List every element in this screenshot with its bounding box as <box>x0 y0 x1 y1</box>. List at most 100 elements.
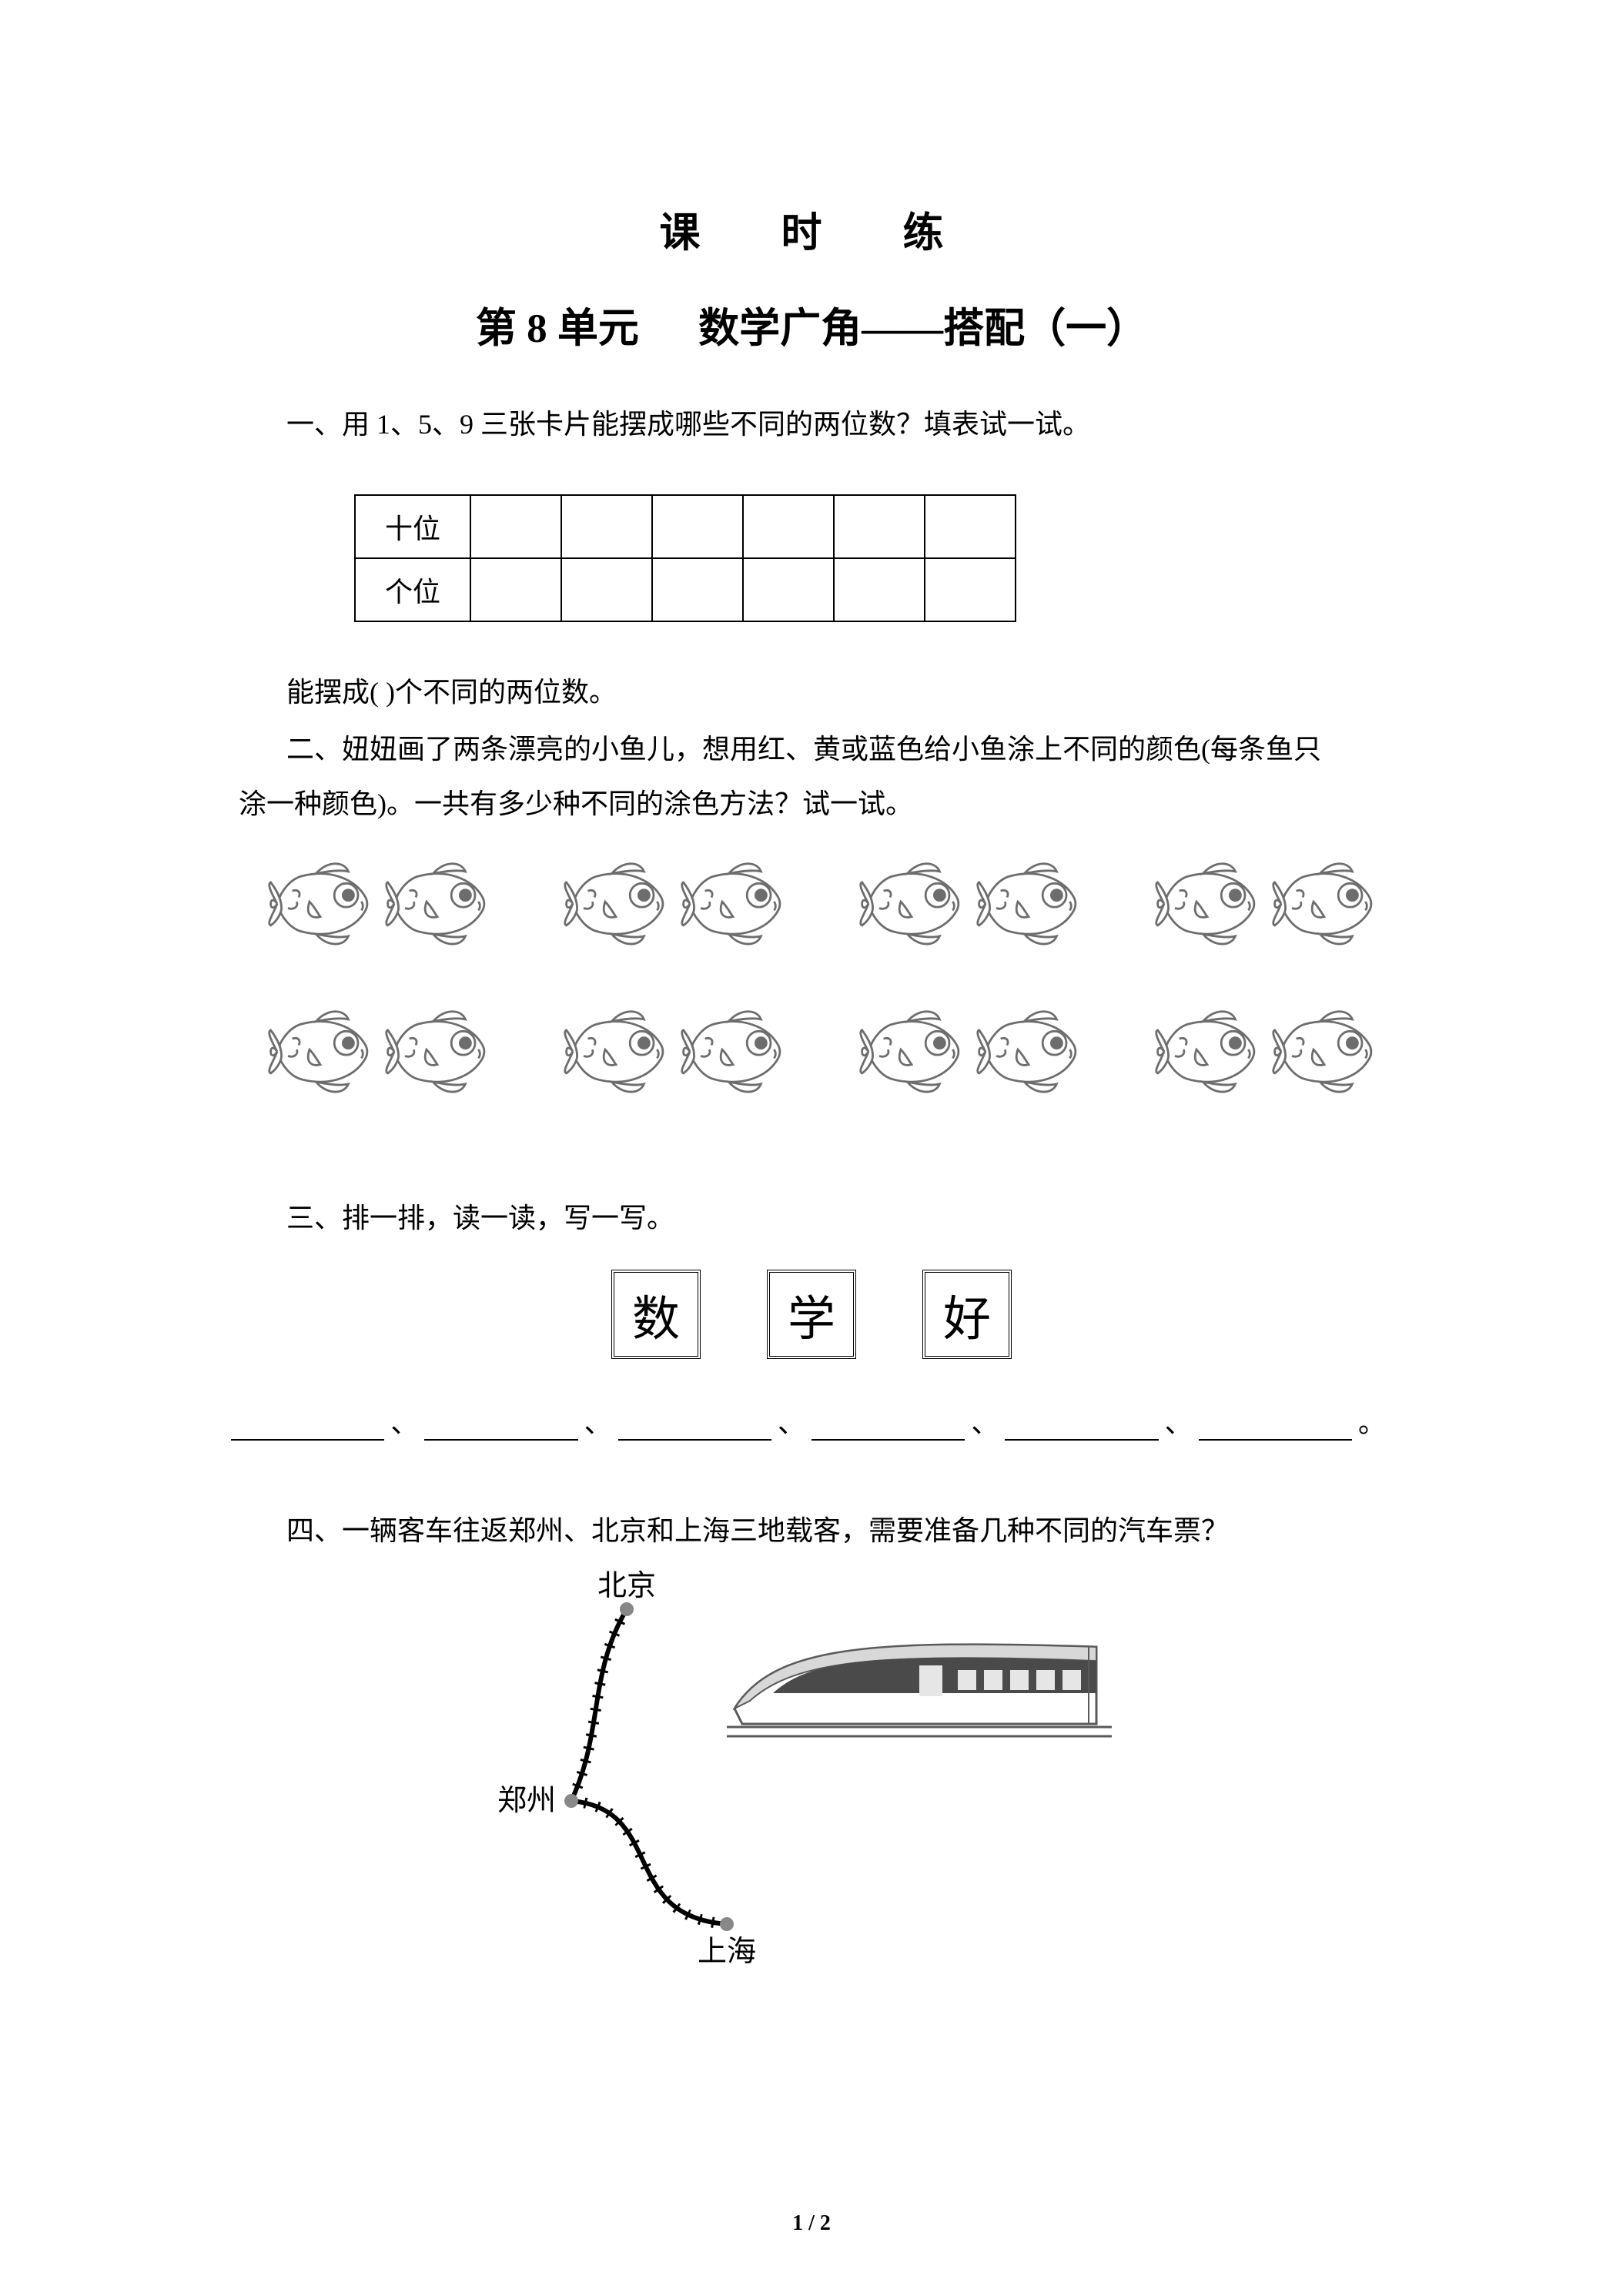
answer-blank[interactable] <box>231 1413 384 1441</box>
route-edge-ties <box>571 1609 627 1801</box>
fish-pair <box>266 1006 491 1099</box>
fish-icon <box>858 1006 965 1099</box>
separator: 、 <box>1159 1401 1199 1441</box>
fish-pair <box>1153 1006 1378 1099</box>
fish-icon <box>562 1006 670 1095</box>
fish-icon <box>383 858 491 947</box>
char-box: 数 <box>611 1270 701 1359</box>
fish-icon <box>266 858 374 947</box>
table-row: 十位 <box>355 495 1016 558</box>
page-subtitle: 第 8 单元 数学广角——搭配（一） <box>231 296 1392 354</box>
fish-icon <box>1270 1006 1378 1095</box>
table-cell[interactable] <box>561 558 652 621</box>
fish-icon <box>1270 1006 1378 1099</box>
q1-followup: 能摆成( )个不同的两位数。 <box>231 665 1392 719</box>
q3-chars-row: 数学好 <box>231 1270 1392 1359</box>
q4-diagram: 北京郑州上海 <box>496 1570 1127 1970</box>
fish-icon <box>858 858 965 947</box>
q1-table-wrap: 十位 个位 <box>354 494 1392 622</box>
answer-blank[interactable] <box>1005 1413 1158 1441</box>
fish-icon <box>266 858 374 951</box>
fish-icon <box>679 1006 787 1095</box>
terminator: 。 <box>1352 1401 1392 1441</box>
fish-row <box>246 858 1392 951</box>
page-total: 2 <box>820 2211 831 2235</box>
answer-blank[interactable] <box>1199 1413 1352 1441</box>
q3-blanks-row: 、 、 、 、 、 。 <box>231 1401 1392 1441</box>
city-node <box>720 1917 734 1931</box>
fish-icon <box>975 858 1083 951</box>
page-number: 1 / 2 <box>0 2211 1623 2236</box>
train-icon <box>727 1645 1112 1736</box>
city-node <box>564 1794 578 1808</box>
fish-icon <box>1153 858 1261 947</box>
table-cell[interactable] <box>925 495 1016 558</box>
table-cell[interactable] <box>834 558 925 621</box>
fish-icon <box>975 858 1083 947</box>
fish-icon <box>383 1006 491 1099</box>
fish-icon <box>383 858 491 951</box>
city-label: 郑州 <box>497 1785 556 1817</box>
page-current: 1 <box>792 2211 803 2235</box>
table-cell[interactable] <box>652 495 743 558</box>
fish-pair <box>858 1006 1083 1099</box>
separator: 、 <box>578 1401 618 1441</box>
city-label: 北京 <box>597 1570 656 1602</box>
unit-label: 第 8 单元 <box>476 306 639 351</box>
page-sep: / <box>803 2211 820 2235</box>
fish-icon <box>1270 858 1378 951</box>
fish-icon <box>679 858 787 951</box>
fish-row <box>246 1006 1392 1099</box>
q4-prompt: 四、一辆客车往返郑州、北京和上海三地载客，需要准备几种不同的汽车票？ <box>231 1504 1392 1558</box>
table-cell[interactable] <box>743 558 834 621</box>
table-cell[interactable] <box>470 558 561 621</box>
q2-prompt-line2: 涂一种颜色)。一共有多少种不同的涂色方法？试一试。 <box>231 777 1392 831</box>
separator: 、 <box>384 1401 424 1441</box>
answer-blank[interactable] <box>618 1413 771 1441</box>
q2-fish-grid <box>246 858 1392 1099</box>
fish-pair <box>1153 858 1378 951</box>
fish-pair <box>562 858 787 951</box>
fish-icon <box>266 1006 374 1095</box>
fish-pair <box>562 1006 787 1099</box>
fish-icon <box>383 1006 491 1095</box>
table-cell[interactable] <box>743 495 834 558</box>
q3-prompt: 三、排一排，读一读，写一写。 <box>231 1191 1392 1245</box>
fish-icon <box>1153 1006 1261 1099</box>
answer-blank[interactable] <box>424 1413 577 1441</box>
fish-icon <box>975 1006 1083 1095</box>
table-row: 个位 <box>355 558 1016 621</box>
fish-icon <box>679 858 787 947</box>
q1-prompt: 一、用 1、5、9 三张卡片能摆成哪些不同的两位数？填表试一试。 <box>231 397 1392 451</box>
answer-blank[interactable] <box>812 1413 965 1441</box>
row-label-ones: 个位 <box>355 558 470 621</box>
fish-icon <box>858 858 965 951</box>
separator: 、 <box>771 1401 812 1441</box>
table-cell[interactable] <box>652 558 743 621</box>
fish-pair <box>858 858 1083 951</box>
char-box: 学 <box>767 1270 856 1359</box>
fish-icon <box>562 858 670 951</box>
q2-prompt-line1: 二、妞妞画了两条漂亮的小鱼儿，想用红、黄或蓝色给小鱼涂上不同的颜色(每条鱼只 <box>231 722 1392 776</box>
fish-pair <box>266 858 491 951</box>
char-box: 好 <box>922 1270 1012 1359</box>
fish-icon <box>679 1006 787 1099</box>
table-cell[interactable] <box>470 495 561 558</box>
q4-illustration: 北京郑州上海 <box>231 1570 1392 1970</box>
page-title: 课 时 练 <box>231 200 1392 259</box>
route-edge-ties <box>571 1801 727 1924</box>
fish-icon <box>1153 858 1261 951</box>
table-cell[interactable] <box>834 495 925 558</box>
fish-icon <box>562 1006 670 1099</box>
fish-icon <box>266 1006 374 1099</box>
row-label-tens: 十位 <box>355 495 470 558</box>
fish-icon <box>858 1006 965 1095</box>
separator: 、 <box>965 1401 1005 1441</box>
table-cell[interactable] <box>561 495 652 558</box>
fish-icon <box>1153 1006 1261 1095</box>
fish-icon <box>975 1006 1083 1099</box>
city-label: 上海 <box>698 1936 756 1968</box>
fish-icon <box>562 858 670 947</box>
q1-table: 十位 个位 <box>354 494 1016 622</box>
table-cell[interactable] <box>925 558 1016 621</box>
